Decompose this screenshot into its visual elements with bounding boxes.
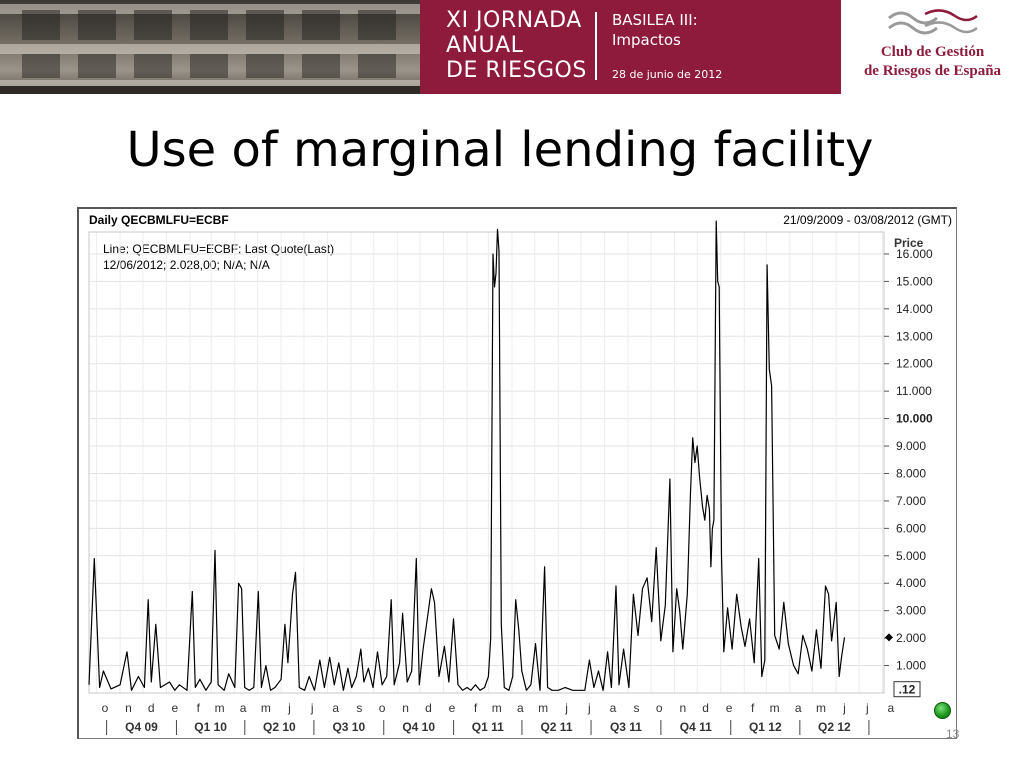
current-value-label: .12	[899, 683, 916, 697]
chart-series	[88, 220, 893, 691]
org-name-line2: de Riesgos de España	[863, 63, 1002, 79]
series-line	[88, 220, 846, 691]
x-month-label: j	[842, 701, 846, 715]
x-quarter-label: Q1 11	[472, 720, 504, 734]
x-month-label: n	[125, 701, 132, 715]
x-month-label: j	[564, 701, 568, 715]
x-month-label: m	[492, 701, 502, 715]
y-tick-label: 14.000	[896, 302, 933, 316]
y-tick-label: 3.000	[896, 604, 926, 618]
x-month-label: f	[751, 701, 755, 715]
x-month-label: m	[261, 701, 271, 715]
current-value-box	[893, 681, 921, 698]
x-month-label: e	[726, 701, 733, 715]
y-tick-label: 9.000	[896, 439, 926, 453]
status-indicator-icon[interactable]	[934, 702, 951, 719]
legend-line-1: Line; QECBMLFU=ECBF; Last Quote(Last)	[103, 242, 335, 256]
x-month-label: e	[449, 701, 456, 715]
x-month-label: m	[770, 701, 780, 715]
event-date: 28 de junio de 2012	[612, 68, 723, 81]
legend-line-2: 12/06/2012; 2.028,00; N/A; N/A	[103, 258, 270, 272]
chart-date-range: 21/09/2009 - 03/08/2012 (GMT)	[783, 213, 952, 227]
x-month-label: j	[865, 701, 869, 715]
org-logo: Club de Gestión de Riesgos de España	[841, 0, 1024, 94]
chart-instrument-label: Daily QECBMLFU=ECBF	[89, 213, 229, 227]
x-month-label: a	[240, 701, 247, 715]
x-month-label: n	[402, 701, 409, 715]
x-quarter-label: Q2 10	[263, 720, 296, 734]
y-tick-label: 4.000	[896, 576, 926, 590]
x-quarter-label: Q2 11	[540, 720, 572, 734]
y-tick-label: 5.000	[896, 549, 926, 563]
y-tick-label: 16.000	[896, 247, 933, 261]
y-tick-label: 2.000	[896, 631, 926, 645]
x-month-label: a	[795, 701, 802, 715]
x-month-label: o	[656, 701, 663, 715]
y-tick-label: 13.000	[896, 329, 933, 343]
x-month-label: d	[702, 701, 709, 715]
y-tick-label: 12.000	[896, 357, 933, 371]
y-tick-label: 6.000	[896, 521, 926, 535]
x-month-label: j	[287, 701, 291, 715]
x-quarter-label: Q3 11	[610, 720, 642, 734]
x-quarter-label: Q4 09	[125, 720, 158, 734]
y-tick-label: 15.000	[896, 274, 933, 288]
chart-legend: Line; QECBMLFU=ECBF; Last Quote(Last) 12…	[103, 241, 334, 273]
banner-divider	[595, 12, 597, 80]
x-month-label: a	[610, 701, 617, 715]
x-quarter-label: Q4 10	[402, 720, 435, 734]
x-month-label: f	[197, 701, 201, 715]
y-tick-label: 8.000	[896, 466, 926, 480]
x-month-label: d	[148, 701, 155, 715]
x-quarter-label: Q2 12	[818, 720, 851, 734]
x-quarter-label: Q3 10	[332, 720, 365, 734]
x-month-label: f	[474, 701, 478, 715]
event-subtitle: BASILEA III: Impactos	[612, 11, 698, 49]
x-month-label: m	[538, 701, 548, 715]
x-month-label: a	[332, 701, 339, 715]
x-month-label: s	[356, 701, 362, 715]
x-month-label: d	[425, 701, 432, 715]
event-panel: XI JORNADA ANUAL DE RIESGOS BASILEA III:…	[420, 0, 841, 94]
header-banner: XI JORNADA ANUAL DE RIESGOS BASILEA III:…	[0, 0, 1024, 94]
page-number: 13	[946, 727, 960, 741]
y-tick-label: 1.000	[896, 659, 926, 673]
x-month-label: m	[215, 701, 225, 715]
y-tick-label: 11.000	[896, 384, 932, 398]
event-title: XI JORNADA ANUAL DE RIESGOS	[446, 8, 587, 83]
x-month-label: a	[517, 701, 524, 715]
x-quarter-label: Q4 11	[680, 720, 712, 734]
x-month-label: o	[102, 701, 109, 715]
x-month-label: o	[379, 701, 386, 715]
y-tick-label: 7.000	[896, 494, 926, 508]
logo-waves-icon	[888, 9, 978, 35]
x-month-label: e	[171, 701, 178, 715]
slide-title: Use of marginal lending facility	[126, 122, 874, 178]
x-quarter-label: Q1 10	[194, 720, 227, 734]
x-month-label: s	[633, 701, 639, 715]
org-name-line1: Club de Gestión	[880, 44, 985, 60]
y-tick-label: 10.000	[896, 412, 933, 426]
x-month-label: m	[816, 701, 826, 715]
y-axis-label: Price	[894, 236, 924, 250]
x-month-label: j	[310, 701, 314, 715]
chart-axes: 1.000 2.000 3.000 4.000 5.000 6.000 7.000 8.000…	[88, 231, 933, 735]
building-photo	[0, 0, 420, 94]
last-value-marker	[885, 633, 893, 642]
x-quarter-label: Q1 12	[749, 720, 782, 734]
plot-area	[88, 231, 885, 694]
x-month-label: j	[587, 701, 591, 715]
x-month-label: n	[679, 701, 686, 715]
x-month-label: a	[887, 701, 894, 715]
